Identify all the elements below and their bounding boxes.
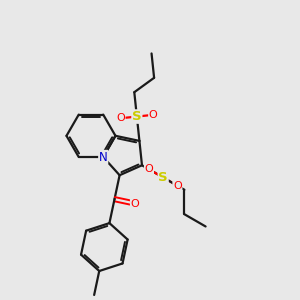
- Text: S: S: [158, 171, 168, 184]
- Text: N: N: [99, 151, 108, 164]
- Text: S: S: [132, 110, 142, 123]
- Text: O: O: [145, 164, 153, 174]
- Text: O: O: [116, 113, 125, 123]
- Text: O: O: [173, 181, 182, 191]
- Text: O: O: [149, 110, 158, 120]
- Text: O: O: [130, 199, 139, 208]
